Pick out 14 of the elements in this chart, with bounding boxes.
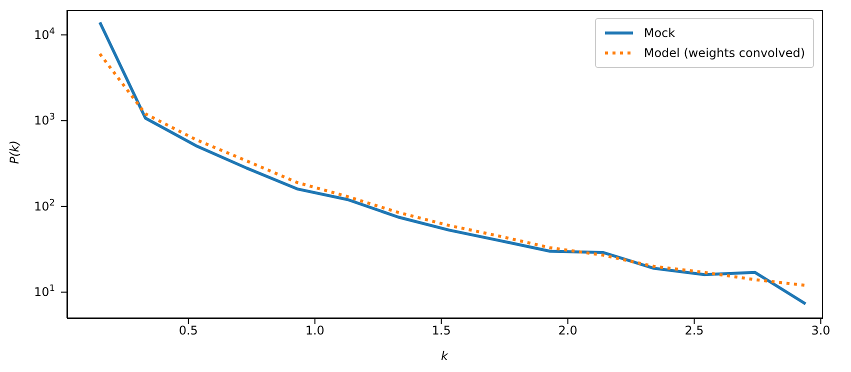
y-tick-label: 10$^{1}$ xyxy=(34,284,55,300)
x-axis-title: k xyxy=(441,349,450,363)
y-axis-title: P(k) xyxy=(7,140,22,164)
x-tick-label: 1.5 xyxy=(432,324,451,338)
legend-label: Mock xyxy=(644,26,676,40)
legend-label: Model (weights convolved) xyxy=(644,46,805,60)
y-tick-label: 10$^{4}$ xyxy=(34,26,56,42)
y-tick-label: 10$^{2}$ xyxy=(34,198,55,214)
y-tick-label: 10$^{3}$ xyxy=(34,112,55,128)
x-tick-label: 2.5 xyxy=(684,324,704,338)
x-tick-label: 0.5 xyxy=(178,324,198,338)
x-tick-label: 3.0 xyxy=(811,324,830,338)
x-tick-label: 2.0 xyxy=(558,324,578,338)
x-tick-label: 1.0 xyxy=(305,324,324,338)
